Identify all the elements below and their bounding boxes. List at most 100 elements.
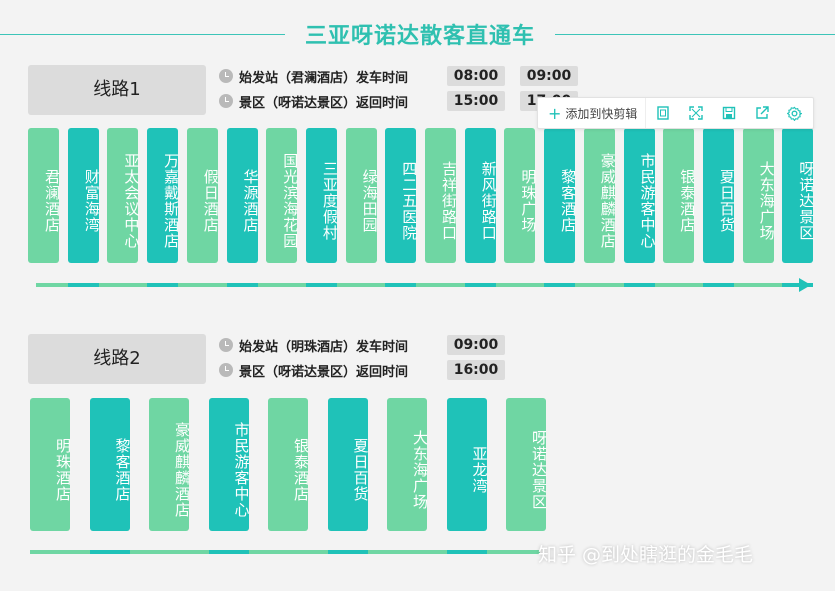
- route2-depart-time-1: 09:00: [447, 335, 505, 355]
- clock-icon: [219, 69, 233, 83]
- stop-13: 明珠广场: [504, 128, 538, 263]
- stop-1: 明珠酒店: [30, 398, 72, 531]
- stop-5: 假日酒店: [186, 128, 220, 263]
- stop-3: 豪威麒麟酒店: [149, 398, 191, 531]
- stop-4: 市民游客中心: [208, 398, 251, 531]
- track-segment: [208, 550, 249, 554]
- track-segment: [464, 283, 496, 287]
- stop-19: 大东海广场: [742, 128, 776, 263]
- stop-9: 呀诺达景区: [506, 398, 548, 531]
- clock-icon: [219, 338, 233, 352]
- track-segment: [327, 550, 368, 554]
- stop-label: 大东海广场: [411, 429, 429, 510]
- stop-label: 华源酒店: [241, 168, 260, 233]
- stop-17: 银泰酒店: [663, 128, 697, 263]
- stop-14: 黎客酒店: [544, 128, 578, 263]
- stop-6: 华源酒店: [226, 128, 260, 263]
- route2-depart-row: 始发站（明珠酒店）发车时间: [219, 335, 408, 355]
- stop-10: 四二五医院: [385, 128, 418, 263]
- stop-label: 绿海田园: [360, 168, 379, 233]
- route1-depart-label: 始发站（君澜酒店）发车时间: [239, 70, 409, 86]
- stop-11: 吉祥街路口: [425, 128, 458, 263]
- stop-label: 黎客酒店: [113, 437, 132, 502]
- stop-1: 君澜酒店: [28, 128, 61, 263]
- stop-2: 黎客酒店: [89, 398, 132, 531]
- stop-18: 夏日百货: [702, 128, 736, 263]
- stop-7: 大东海广场: [387, 398, 429, 531]
- quick-clip-toolbar: + 添加到快剪辑: [537, 97, 814, 129]
- stop-label: 银泰酒店: [292, 437, 310, 502]
- save-icon[interactable]: [712, 98, 745, 128]
- route2-return-time-1: 16:00: [447, 360, 505, 380]
- track-segment: [385, 283, 417, 287]
- stop-label: 明珠酒店: [54, 437, 72, 502]
- stop-label: 呀诺达景区: [797, 160, 816, 241]
- track-segment: [544, 283, 576, 287]
- stop-5: 银泰酒店: [268, 398, 310, 531]
- stop-label: 万嘉戴斯酒店: [162, 152, 181, 249]
- title-divider-right: [555, 34, 835, 35]
- stop-15: 豪威麒麟酒店: [583, 128, 617, 263]
- stop-16: 市民游客中心: [623, 128, 657, 263]
- route1-return-label: 景区（呀诺达景区）返回时间: [239, 95, 409, 111]
- route1-track: [36, 283, 814, 287]
- stop-4: 万嘉戴斯酒店: [147, 128, 181, 263]
- route1-label: 线路1: [28, 65, 206, 115]
- stop-label: 豪威麒麟酒店: [598, 152, 617, 249]
- share-icon[interactable]: [745, 98, 778, 128]
- route1-return-row: 景区（呀诺达景区）返回时间: [219, 91, 408, 111]
- stop-7: 国光滨海花园: [266, 128, 300, 263]
- route1-depart-time-1: 08:00: [447, 66, 505, 86]
- stop-label: 明珠广场: [519, 168, 538, 233]
- stop-8: 三亚度假村: [305, 128, 339, 263]
- stop-label: 吉祥街路口: [440, 160, 458, 241]
- route1-depart-row: 始发站（君澜酒店）发车时间: [219, 66, 408, 86]
- clock-icon: [219, 363, 233, 377]
- stop-label: 夏日百货: [351, 437, 370, 502]
- stop-label: 财富海湾: [82, 168, 101, 233]
- route1-return-time-1: 15:00: [447, 91, 505, 111]
- stop-label: 市民游客中心: [232, 421, 251, 518]
- track-segment: [446, 550, 487, 554]
- stop-label: 三亚度假村: [320, 160, 339, 241]
- stop-label: 市民游客中心: [638, 152, 657, 249]
- route2-label: 线路2: [28, 334, 206, 384]
- stop-label: 新风街路口: [479, 160, 498, 241]
- route2-return-row: 景区（呀诺达景区）返回时间: [219, 360, 408, 380]
- add-to-clip-button[interactable]: + 添加到快剪辑: [538, 98, 647, 128]
- watermark: 知乎 @到处瞎逛的金毛毛: [538, 544, 754, 566]
- stop-label: 黎客酒店: [559, 168, 578, 233]
- stop-8: 亚龙湾: [446, 398, 489, 531]
- stop-label: 银泰酒店: [678, 168, 697, 233]
- track-segment: [305, 283, 337, 287]
- page-title: 三亚呀诺达散客直通车: [304, 24, 535, 49]
- expand-icon[interactable]: [679, 98, 712, 128]
- stop-label: 呀诺达景区: [530, 429, 548, 510]
- route1-depart-time-2: 09:00: [520, 66, 578, 86]
- add-to-clip-label: 添加到快剪辑: [565, 106, 638, 121]
- track-segment: [782, 283, 814, 287]
- settings-icon[interactable]: [778, 98, 811, 128]
- track-segment: [702, 283, 734, 287]
- stop-label: 国光滨海花园: [281, 152, 300, 249]
- stop-label: 大东海广场: [757, 160, 776, 241]
- title-divider-left: [0, 34, 285, 35]
- track-segment: [67, 283, 99, 287]
- title-row: 三亚呀诺达散客直通车: [0, 18, 835, 50]
- stop-12: 新风街路口: [464, 128, 498, 263]
- clock-icon: [219, 94, 233, 108]
- stop-3: 亚太会议中心: [107, 128, 141, 263]
- stop-20: 呀诺达景区: [782, 128, 816, 263]
- stop-label: 夏日百货: [717, 168, 736, 233]
- route2-depart-label: 始发站（明珠酒店）发车时间: [239, 339, 409, 355]
- frame-icon[interactable]: [646, 98, 679, 128]
- stop-label: 亚龙湾: [470, 445, 489, 494]
- route2-track: [30, 550, 540, 554]
- track-segment: [623, 283, 655, 287]
- plus-icon: +: [548, 103, 562, 123]
- stop-label: 君澜酒店: [43, 168, 61, 233]
- stop-label: 假日酒店: [201, 168, 220, 233]
- stop-label: 亚太会议中心: [122, 152, 141, 249]
- stop-6: 夏日百货: [327, 398, 370, 531]
- route2-return-label: 景区（呀诺达景区）返回时间: [239, 364, 409, 380]
